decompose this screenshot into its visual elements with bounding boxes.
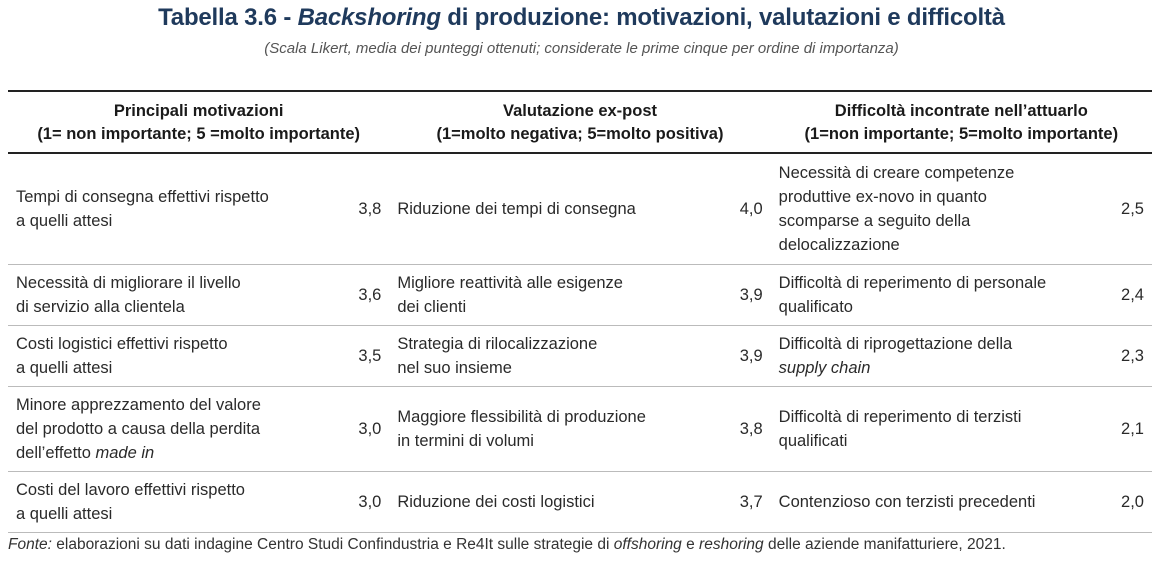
- table-header-row: Principali motivazioni (1= non importante…: [8, 92, 1152, 154]
- table-cell: Necessità di migliorare il livello di se…: [16, 274, 382, 316]
- table-cell: Difficoltà di riprogettazione della supp…: [778, 335, 1144, 377]
- table-cell: Minore apprezzamento del valore del prod…: [16, 396, 382, 462]
- header-motivazioni: Principali motivazioni (1= non importante…: [37, 102, 360, 143]
- table-cell: Maggiore flessibilità di produzione in t…: [397, 408, 763, 450]
- table-cell: Migliore reattività alle esigenze dei cl…: [397, 274, 763, 316]
- table-cell: Contenzioso con terzisti precedenti 2,0: [778, 493, 1144, 511]
- header-difficolta: Difficoltà incontrate nell’attuarlo (1=no…: [804, 102, 1119, 143]
- data-table: Principali motivazioni (1= non importante…: [8, 90, 1152, 533]
- table-cell: Necessità di creare competenze produttiv…: [778, 164, 1144, 254]
- table-row: Minore apprezzamento del valore del prod…: [8, 387, 1152, 472]
- table-cell: Riduzione dei costi logistici 3,7: [397, 493, 763, 511]
- table-row: Costi del lavoro effettivi rispetto a qu…: [8, 472, 1152, 533]
- table-cell: Riduzione dei tempi di consegna 4,0: [397, 200, 763, 218]
- table-cell: Strategia di rilocalizzazione nel suo in…: [397, 335, 763, 377]
- header-valutazione: Valutazione ex-post (1=molto negativa; 5=…: [436, 102, 724, 143]
- table-cell: Tempi di consegna effettivi rispetto a q…: [16, 188, 382, 230]
- table-cell: Difficoltà di reperimento di personale q…: [778, 274, 1144, 316]
- table-row: Tempi di consegna effettivi rispetto a q…: [8, 154, 1152, 265]
- table-cell: Difficoltà di reperimento di terzisti qu…: [778, 408, 1144, 450]
- table-row: Necessità di migliorare il livello di se…: [8, 265, 1152, 326]
- title-italic-term: Backshoring: [297, 4, 441, 31]
- table-row: Costi logistici effettivi rispetto a que…: [8, 326, 1152, 387]
- table-cell: Costi del lavoro effettivi rispetto a qu…: [16, 481, 382, 523]
- table-subtitle: (Scala Likert, media dei punteggi ottenu…: [264, 40, 899, 57]
- source-note: Fonte: elaborazioni su dati indagine Cen…: [8, 536, 1006, 553]
- table-cell: Costi logistici effettivi rispetto a que…: [16, 335, 382, 377]
- table-title: Tabella 3.6 - Backshoring di produzione:…: [158, 4, 1005, 31]
